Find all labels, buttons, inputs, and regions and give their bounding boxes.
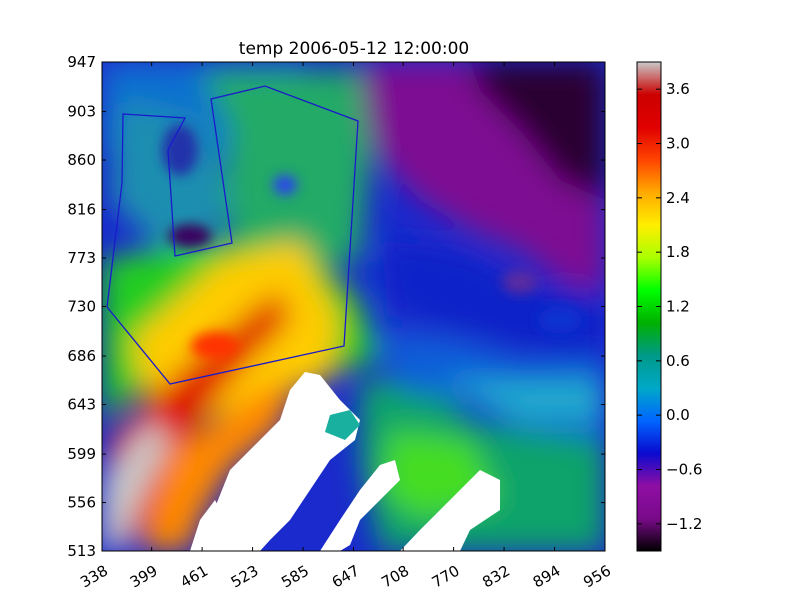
colorbar-tick-label: 3.6 [666,80,690,98]
colorbar-tick-label: 1.8 [666,243,690,261]
x-tick-label: 399 [127,562,161,592]
x-tick-label: 708 [378,562,412,592]
colorbar-ticks: 3.6 3.0 2.4 1.8 1.2 0.6 0.0 −0.6 −1.2 [637,80,702,533]
y-tick-label: 599 [67,445,96,463]
y-tick-label: 903 [67,103,96,121]
colorbar-tick-label: 1.2 [666,298,690,316]
large-region-outline [106,85,359,385]
y-tick-label: 816 [67,201,96,219]
y-tick-label: 773 [67,249,96,267]
colorbar-tick-label: −1.2 [666,515,702,533]
x-tick-label: 585 [278,562,312,592]
x-tick-label: 832 [479,562,513,592]
colorbar: 3.6 3.0 2.4 1.8 1.2 0.6 0.0 −0.6 −1.2 [636,61,702,552]
x-tick-label: 956 [580,562,614,592]
y-tick-label: 947 [67,53,96,71]
colorbar-tick-label: 0.0 [666,406,690,424]
colorbar-tick-label: 2.4 [666,189,690,207]
colorbar-tick-label: 0.6 [666,352,690,370]
y-axis: 513 556 599 643 686 730 773 816 860 903 947 [67,53,605,560]
land-mask [190,372,500,551]
x-tick-label: 523 [228,562,262,592]
y-tick-label: 513 [67,542,96,560]
x-tick-label: 770 [429,562,463,592]
y-tick-label: 556 [67,494,96,512]
y-tick-label: 730 [67,298,96,316]
colorbar-tick-label: 3.0 [666,135,690,153]
heatmap-field [102,62,605,551]
x-tick-label: 461 [177,562,211,592]
x-tick-label: 894 [530,562,564,592]
region-outlines [106,85,359,385]
y-tick-label: 643 [67,396,96,414]
y-tick-label: 686 [67,347,96,365]
y-tick-label: 860 [67,151,96,169]
chart-title: temp 2006-05-12 12:00:00 [239,39,469,59]
x-tick-label: 647 [329,562,363,592]
x-tick-label: 338 [77,562,111,592]
colorbar-tick-label: −0.6 [666,461,702,479]
